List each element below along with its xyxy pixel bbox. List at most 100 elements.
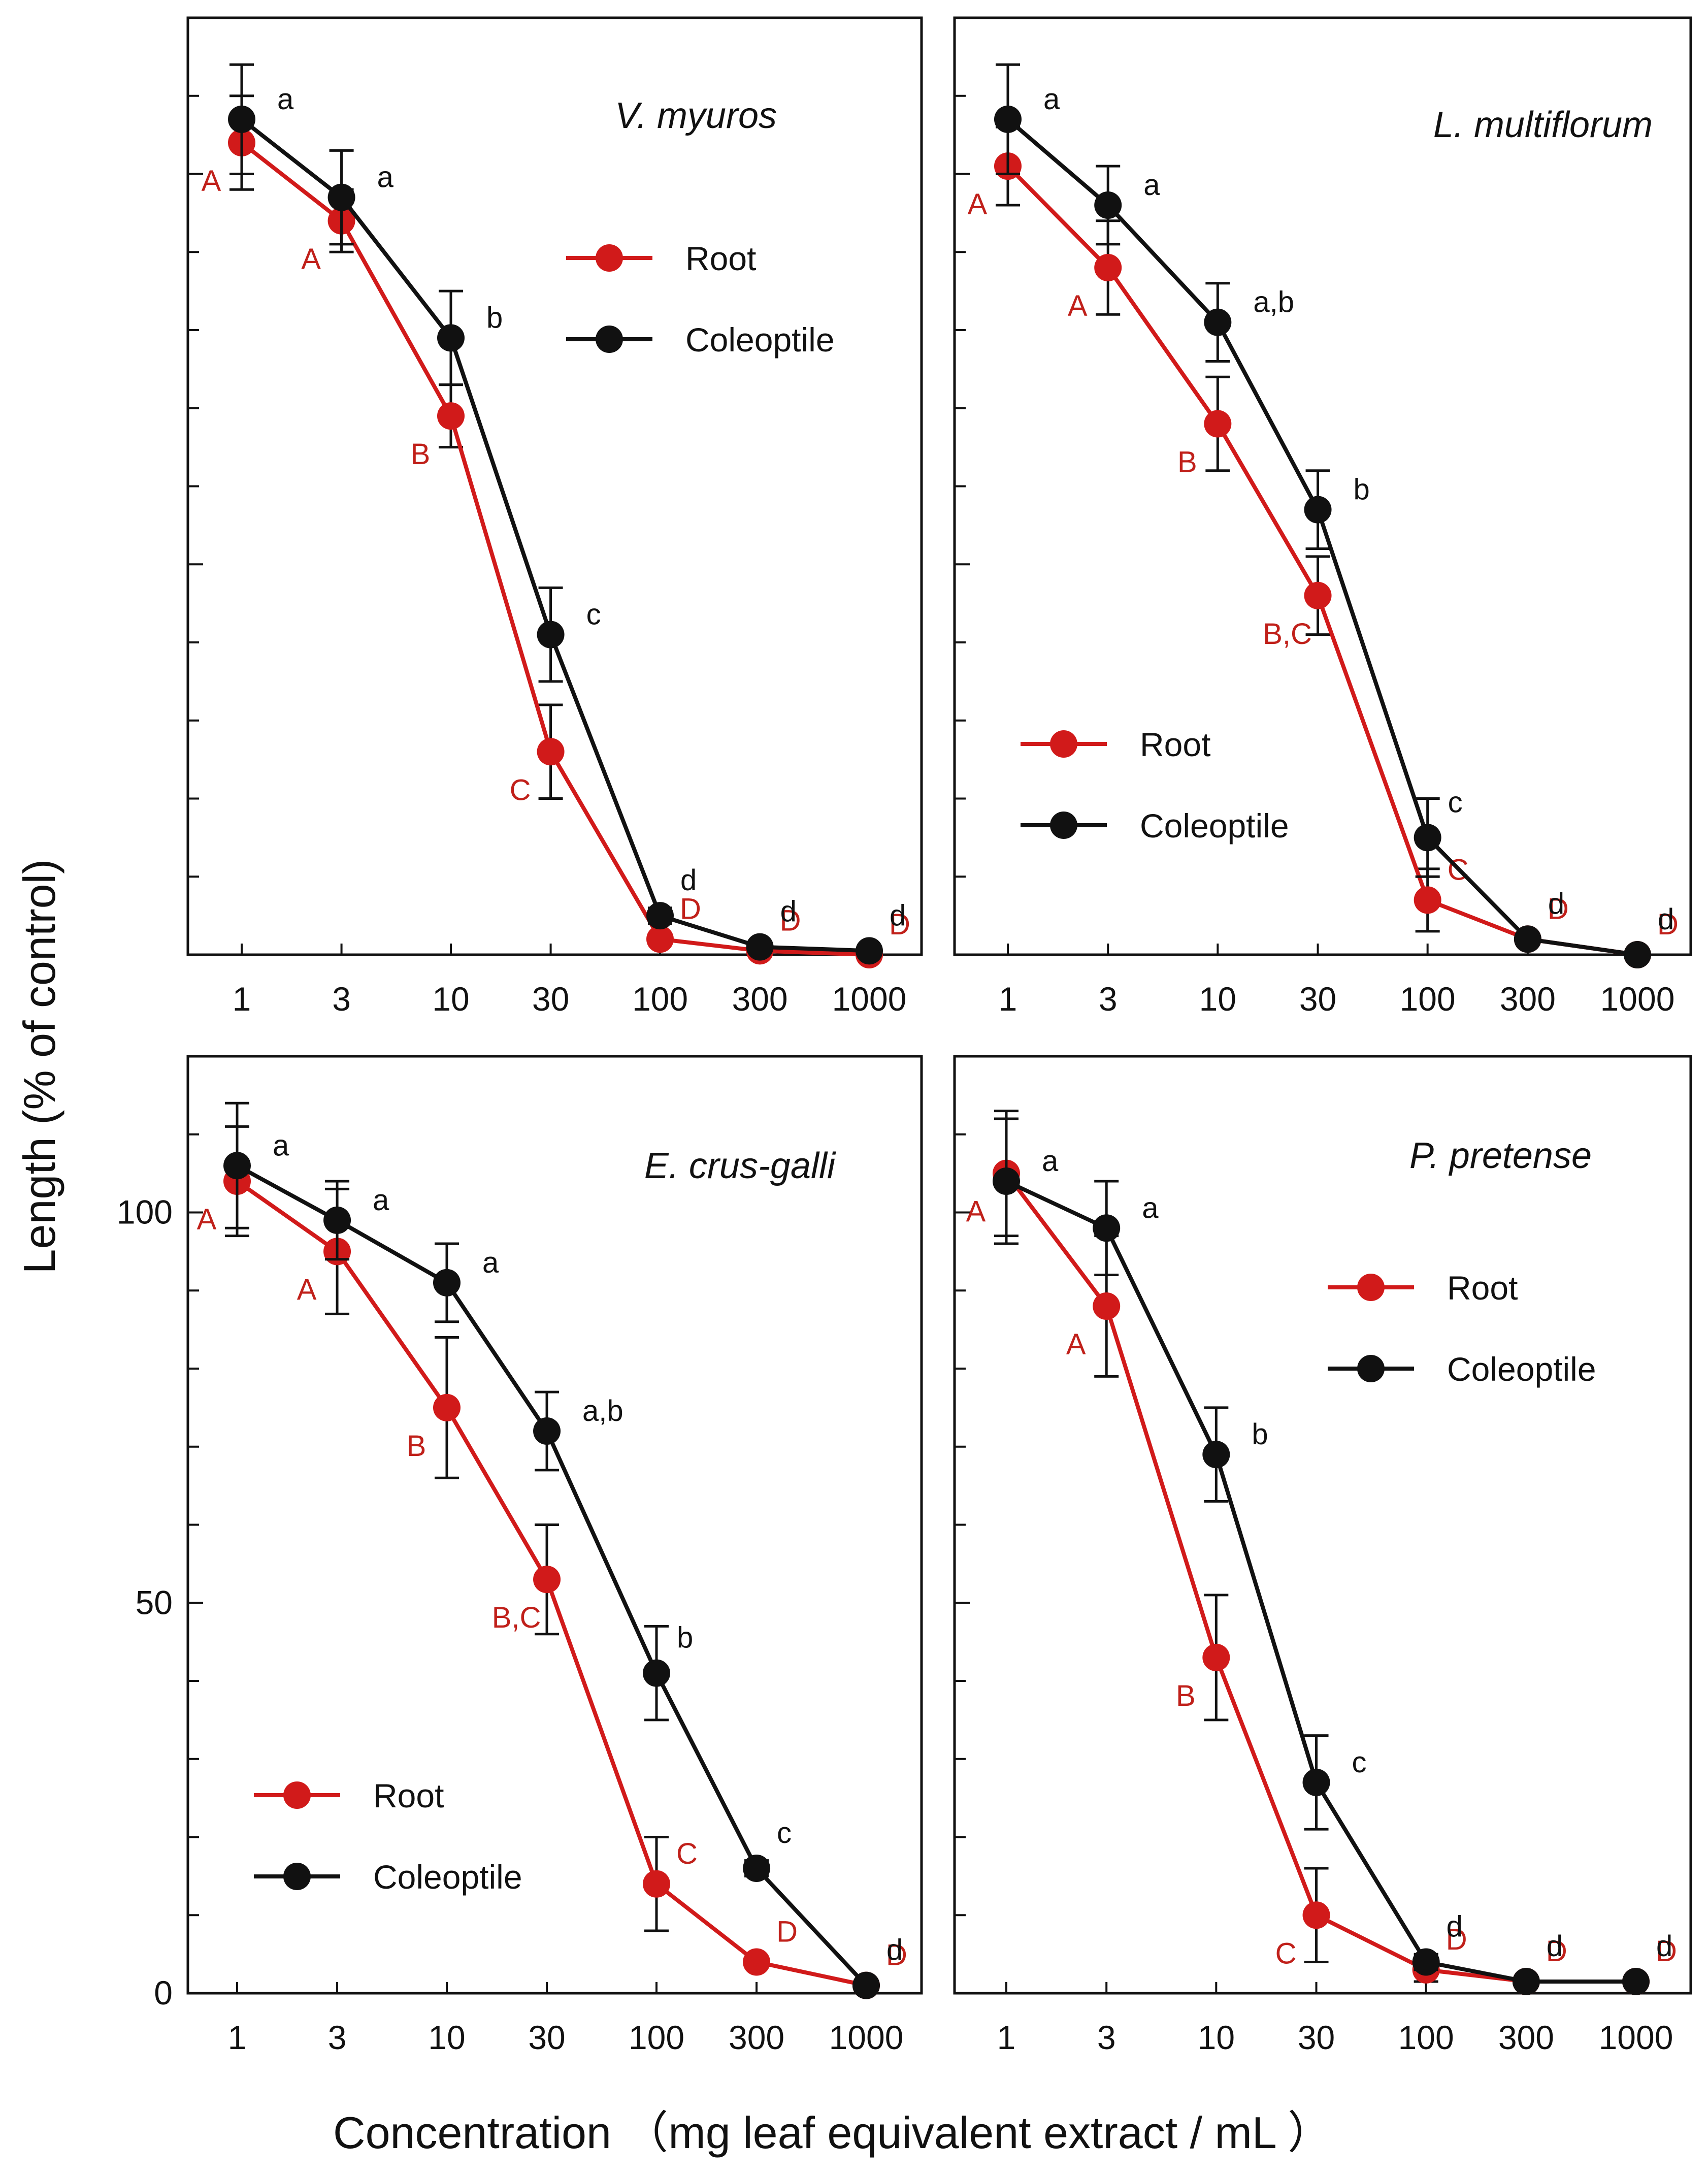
x-tick-label: 30 [532,980,569,1018]
root-point [1302,1901,1330,1929]
panel-3: 0 50 100 1 3 10 30 100 300 1000 E. crus-galli A A B B,… [117,1055,923,2056]
x-tick-label: 1 [228,2019,247,2056]
root-significance-letter: A [297,1273,317,1306]
coleoptile-point [994,105,1022,133]
coleoptile-significance-letter: a,b [582,1394,623,1428]
root-significance-letter: D [886,1939,907,1972]
root-significance-letter: D [776,1916,798,1949]
coleoptile-point [1304,496,1332,524]
x-tick-label: 30 [528,2019,565,2056]
panel-title: L. multiflorum [1433,105,1653,145]
x-tick-label: 3 [1099,980,1118,1018]
root-significance-letter: A [968,188,988,221]
legend: Root Coleoptile [566,240,835,359]
coleoptile-significance-letter: a [1042,1145,1059,1178]
legend-coleoptile-label: Coleoptile [373,1858,522,1896]
coleoptile-point [437,324,465,352]
root-point [1093,1292,1121,1320]
coleoptile-significance-letter: a [377,161,394,194]
coleoptile-point [1624,941,1651,968]
x-tick-label: 300 [1498,2019,1554,2056]
root-significance-letter: B [1177,446,1197,479]
coleoptile-significance-letter: d [890,899,906,932]
x-tick-label: 100 [632,980,688,1018]
y-axis-label: Length (% of control) [14,859,64,1274]
legend-coleoptile-label: Coleoptile [1140,807,1289,845]
panel-title: P. pretense [1409,1136,1592,1176]
legend-root-label: Root [1140,726,1210,763]
root-significance-letter: D [889,908,910,941]
root-point [533,1566,561,1594]
root-significance-letter: B,C [1263,618,1312,651]
root-significance-letter: C [676,1837,698,1870]
coleoptile-significance-letter: a [1043,83,1060,116]
root-significance-letter: B [1176,1679,1196,1712]
legend: Root Coleoptile [1328,1269,1596,1388]
root-point [1204,410,1232,438]
x-tick-label: 3 [328,2019,347,2056]
plot-frame [186,16,923,956]
x-tick-label: 1 [997,2019,1016,2056]
coleoptile-point [1622,1967,1650,1995]
coleoptile-point [533,1417,561,1445]
coleoptile-point [228,105,255,133]
legend-coleoptile-marker [596,326,623,353]
root-significance-letter: A [1066,1328,1086,1361]
root-point [1304,581,1332,609]
x-tick-label: 3 [332,980,351,1018]
coleoptile-significance-letter: d [1656,1930,1672,1963]
coleoptile-significance-letter: d [1447,1910,1463,1943]
coleoptile-significance-letter: a,b [1253,286,1294,319]
coleoptile-significance-letter: d [1548,887,1564,920]
x-tick-label: 300 [1500,980,1556,1018]
legend-root-marker [1357,1274,1385,1301]
coleoptile-point [1204,308,1232,336]
x-tick-label: 30 [1299,980,1336,1018]
panel-title: V. myuros [615,95,777,136]
x-tick-label: 3 [1097,2019,1116,2056]
root-significance-letter: A [966,1195,986,1228]
y-tick-label: 50 [136,1583,173,1621]
legend-root-marker [596,244,623,272]
coleoptile-point [1094,191,1122,219]
x-tick-label: 1 [999,980,1017,1018]
coleoptile-point [1412,1948,1440,1976]
legend-coleoptile-marker [283,1863,311,1890]
x-tick-label: 1000 [829,2019,904,2056]
root-point [643,1870,670,1898]
root-significance-letter: D [680,892,701,925]
root-significance-letter: D [1656,1935,1677,1968]
root-significance-letter: B [407,1430,426,1463]
series-coleoptile: a a a,b b c d d [994,63,1674,968]
legend-coleoptile-label: Coleoptile [685,321,835,359]
coleoptile-significance-letter: b [486,301,503,334]
coleoptile-significance-letter: a [277,83,294,116]
coleoptile-point [1414,824,1441,852]
root-significance-letter: A [197,1203,217,1236]
legend-coleoptile-marker [1357,1355,1385,1382]
root-point [537,738,565,766]
legend-root-label: Root [373,1777,444,1814]
legend-coleoptile-marker [1050,812,1077,839]
root-point [1202,1643,1230,1671]
coleoptile-point [852,1971,880,1999]
coleoptile-significance-letter: b [1252,1418,1268,1451]
root-point [743,1948,771,1976]
panel-4: 1 3 10 30 100 300 1000 P. pretense A A B C D D Da a b c d d… [953,1055,1692,2056]
root-significance-letter: A [301,243,321,276]
legend-root-marker [1050,730,1077,758]
series-coleoptile: a a b c d d d [993,1117,1672,1995]
coleoptile-significance-letter: a [273,1129,289,1162]
coleoptile-point [646,902,674,930]
legend: Root Coleoptile [254,1777,522,1896]
coleoptile-point [1302,1768,1330,1796]
root-point [437,402,465,430]
coleoptile-significance-letter: d [780,895,797,928]
panel-title: E. crus-galli [644,1146,836,1186]
root-point [646,925,674,953]
x-tick-label: 10 [1198,2019,1235,2056]
coleoptile-significance-letter: a [1142,1191,1159,1224]
legend-root-label: Root [1447,1269,1518,1307]
coleoptile-significance-letter: b [677,1621,693,1655]
